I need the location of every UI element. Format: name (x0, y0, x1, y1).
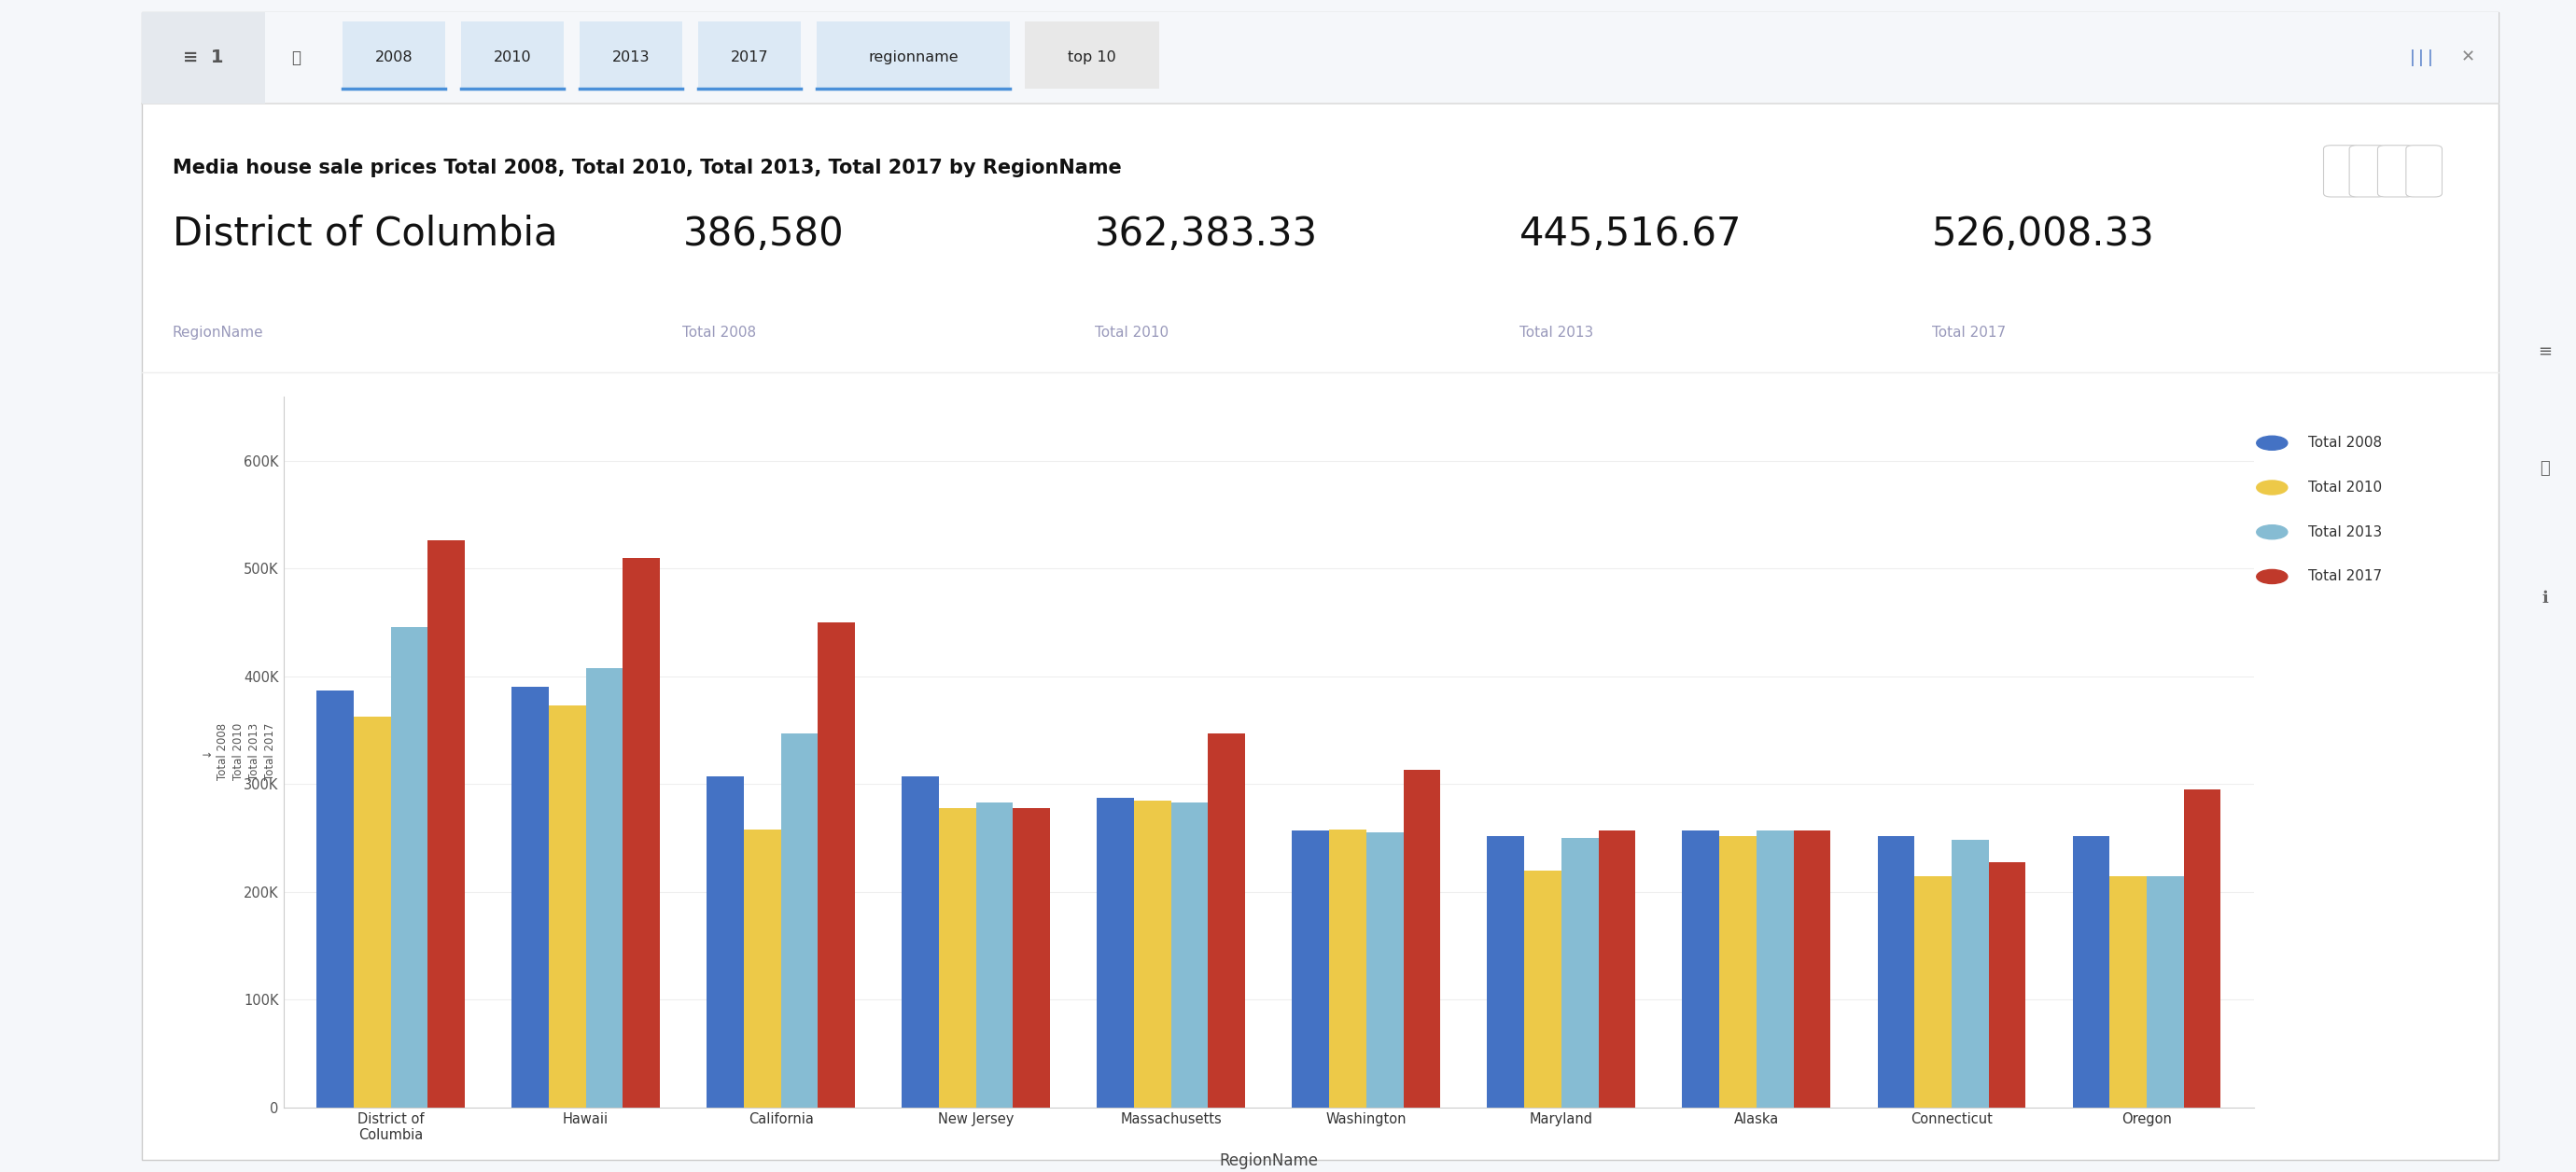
Circle shape (2257, 570, 2287, 584)
FancyBboxPatch shape (580, 21, 683, 89)
Text: Total 2013: Total 2013 (1520, 326, 1595, 340)
Bar (1600, 831, 1636, 1108)
Text: 362,383.33: 362,383.33 (1095, 214, 1319, 253)
Text: 526,008.33: 526,008.33 (1932, 214, 2156, 253)
Bar (1329, 830, 1365, 1108)
Bar (428, 540, 464, 1108)
FancyBboxPatch shape (142, 12, 2499, 1160)
Bar (1757, 831, 1793, 1108)
Bar (706, 777, 744, 1108)
Bar (317, 690, 353, 1108)
Text: 2008: 2008 (376, 50, 412, 64)
Text: Total 2008: Total 2008 (2308, 436, 2383, 450)
Bar (353, 717, 392, 1108)
Bar (902, 777, 938, 1108)
FancyBboxPatch shape (2324, 145, 2360, 197)
Bar (2146, 875, 2184, 1108)
Circle shape (2257, 481, 2287, 495)
FancyBboxPatch shape (2349, 145, 2385, 197)
Bar (1293, 831, 1329, 1108)
Text: Media house sale prices Total 2008, Total 2010, Total 2013, Total 2017 by Region: Media house sale prices Total 2008, Tota… (173, 158, 1121, 177)
Bar (549, 706, 585, 1108)
Bar (513, 687, 549, 1108)
FancyBboxPatch shape (461, 21, 564, 89)
Text: ≡: ≡ (2537, 343, 2553, 360)
FancyBboxPatch shape (698, 21, 801, 89)
Bar (1208, 734, 1244, 1108)
Text: Total 2017: Total 2017 (1932, 326, 2007, 340)
Text: 386,580: 386,580 (683, 214, 845, 253)
Text: ≡  1: ≡ 1 (183, 48, 224, 67)
Text: RegionName: RegionName (173, 326, 263, 340)
Bar (1172, 803, 1208, 1108)
Text: Total 2017: Total 2017 (2308, 570, 2383, 584)
Text: Total 2010: Total 2010 (1095, 326, 1170, 340)
Text: ✕: ✕ (2460, 49, 2476, 66)
Bar (1486, 836, 1525, 1108)
Text: regionname: regionname (868, 50, 958, 64)
Y-axis label: ↓
Total 2008
Total 2010
Total 2013
Total 2017: ↓ Total 2008 Total 2010 Total 2013 Total… (201, 723, 276, 781)
FancyBboxPatch shape (1025, 21, 1159, 89)
FancyBboxPatch shape (343, 21, 446, 89)
Bar (976, 803, 1012, 1108)
FancyBboxPatch shape (2406, 145, 2442, 197)
Text: Total 2013: Total 2013 (2308, 525, 2383, 539)
Text: ℹ: ℹ (2543, 590, 2548, 606)
FancyBboxPatch shape (817, 21, 1010, 89)
Text: District of Columbia: District of Columbia (173, 214, 556, 253)
Bar (2110, 875, 2146, 1108)
Text: 2013: 2013 (613, 50, 649, 64)
Bar (1953, 840, 1989, 1108)
Bar (819, 622, 855, 1108)
Bar (1097, 798, 1133, 1108)
Bar (1682, 831, 1718, 1108)
Bar (2074, 836, 2110, 1108)
Bar (392, 627, 428, 1108)
Bar (1012, 808, 1051, 1108)
Circle shape (2257, 436, 2287, 450)
FancyBboxPatch shape (142, 12, 2499, 103)
X-axis label: RegionName: RegionName (1218, 1153, 1319, 1170)
Text: 2017: 2017 (732, 50, 768, 64)
Text: |||: ||| (2409, 49, 2434, 66)
Text: 🔻: 🔻 (2540, 461, 2550, 477)
Text: Total 2010: Total 2010 (2308, 481, 2383, 495)
Circle shape (2257, 525, 2287, 539)
Bar (938, 808, 976, 1108)
Bar (2184, 790, 2221, 1108)
Text: top 10: top 10 (1069, 50, 1115, 64)
Bar (1914, 875, 1953, 1108)
Bar (1133, 800, 1172, 1108)
Bar (781, 734, 819, 1108)
Text: 445,516.67: 445,516.67 (1520, 214, 1741, 253)
Text: 🔍: 🔍 (291, 49, 301, 66)
Bar (1718, 836, 1757, 1108)
Bar (1525, 871, 1561, 1108)
Bar (1365, 832, 1404, 1108)
FancyBboxPatch shape (142, 12, 265, 103)
Bar (744, 830, 781, 1108)
Bar (1561, 838, 1600, 1108)
Text: Total 2008: Total 2008 (683, 326, 757, 340)
Bar (585, 668, 623, 1108)
Text: 2010: 2010 (495, 50, 531, 64)
Bar (1404, 770, 1440, 1108)
Bar (1989, 861, 2025, 1108)
Bar (623, 558, 659, 1108)
FancyBboxPatch shape (2378, 145, 2414, 197)
Bar (1793, 831, 1832, 1108)
Bar (1878, 836, 1914, 1108)
